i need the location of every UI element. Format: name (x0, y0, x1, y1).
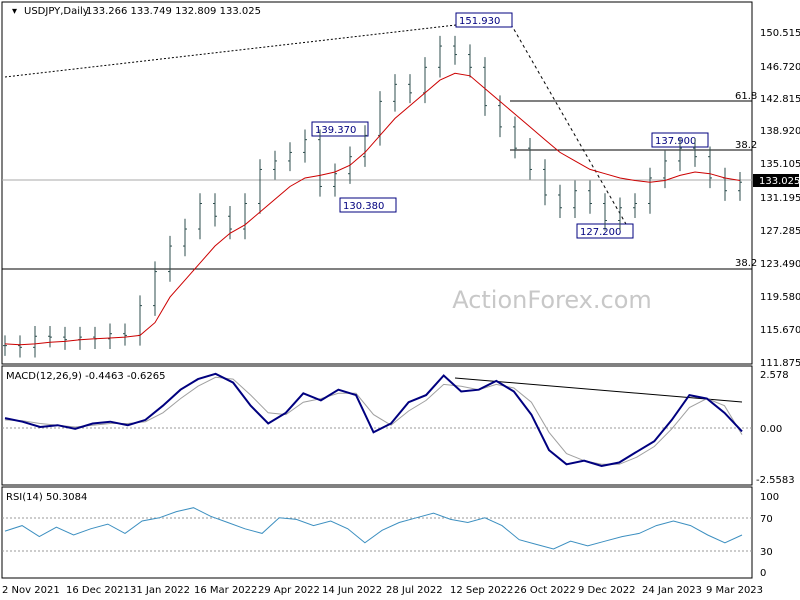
x-tick-label: 9 Mar 2023 (706, 585, 763, 596)
annotation-box (311, 121, 369, 137)
annotation-label: 151.930 (459, 16, 500, 27)
price-tick: 131.195 (760, 193, 800, 204)
macd-series (4, 372, 743, 468)
symbol-label: USDJPY,Daily (24, 6, 89, 17)
trendline-dotted-long (4, 18, 509, 78)
rsi-tick: 30 (760, 547, 773, 558)
macd-tick: 0.00 (760, 424, 782, 435)
current-price-tag (753, 174, 799, 187)
annotation-label: 137.900 (655, 136, 696, 147)
annotation-label: 139.370 (315, 125, 356, 136)
price-tick: 150.515 (760, 28, 800, 39)
price-tick: 123.490 (760, 259, 800, 270)
rsi-series (4, 507, 743, 550)
fib-label-38-2-upper: 38.2 (735, 140, 757, 151)
menu-triangle-icon[interactable]: ▾ (12, 6, 17, 17)
x-axis: 2 Nov 2021 16 Dec 2021 31 Jan 2022 16 Ma… (2, 585, 763, 596)
current-price-value: 133.025 (759, 176, 800, 187)
rsi-panel-frame (1, 486, 753, 579)
macd-title: MACD(12,26,9) -0.4463 -0.6265 (6, 371, 166, 382)
macd-line (4, 372, 743, 468)
price-candles (3, 35, 742, 358)
price-tick: 138.920 (760, 126, 800, 137)
macd-trendline (454, 377, 743, 403)
watermark: ActionForex.com (452, 286, 652, 314)
macd-panel-frame (1, 365, 753, 486)
price-tick: 146.720 (760, 62, 800, 73)
fib-label-38-2-lower: 38.2 (735, 258, 757, 269)
price-tick: 111.875 (760, 358, 800, 369)
annotation-label: 130.380 (343, 201, 384, 212)
macd-tick: 2.578 (760, 370, 789, 381)
ohlc-values: 133.266 133.749 132.809 133.025 (86, 6, 261, 17)
x-tick-label: 14 Jun 2022 (322, 585, 382, 596)
x-tick-label: 2 Nov 2021 (2, 585, 60, 596)
x-tick-label: 28 Jul 2022 (386, 585, 443, 596)
x-tick-label: 16 Mar 2022 (194, 585, 257, 596)
price-tick: 135.105 (760, 159, 800, 170)
trendline-dotted-down (507, 18, 631, 232)
rsi-tick: 0 (760, 568, 766, 579)
x-tick-label: 9 Dec 2022 (578, 585, 636, 596)
rsi-tick: 70 (760, 514, 773, 525)
price-tick: 119.580 (760, 292, 800, 303)
x-tick-label: 24 Jan 2023 (642, 585, 702, 596)
x-tick-label: 31 Jan 2022 (130, 585, 190, 596)
rsi-tick: 100 (760, 492, 779, 503)
price-panel-frame (1, 1, 753, 365)
rsi-line (4, 507, 743, 550)
x-tick-label: 12 Sep 2022 (450, 585, 513, 596)
macd-signal-line (4, 376, 743, 465)
x-tick-label: 16 Dec 2021 (66, 585, 130, 596)
price-tick: 115.670 (760, 325, 800, 336)
price-tick: 142.815 (760, 94, 800, 105)
ma-line (4, 72, 741, 346)
x-tick-label: 26 Oct 2022 (514, 585, 576, 596)
moving-average (4, 72, 741, 346)
x-tick-label: 29 Apr 2022 (258, 585, 320, 596)
annotation-label: 127.200 (580, 227, 621, 238)
annotation-box (339, 197, 397, 213)
fib-label-61-8: 61.8 (735, 91, 757, 102)
annotation-box (455, 12, 513, 28)
macd-tick: -2.5583 (756, 475, 795, 486)
price-tick: 127.285 (760, 226, 800, 237)
rsi-title: RSI(14) 50.3084 (6, 492, 87, 503)
